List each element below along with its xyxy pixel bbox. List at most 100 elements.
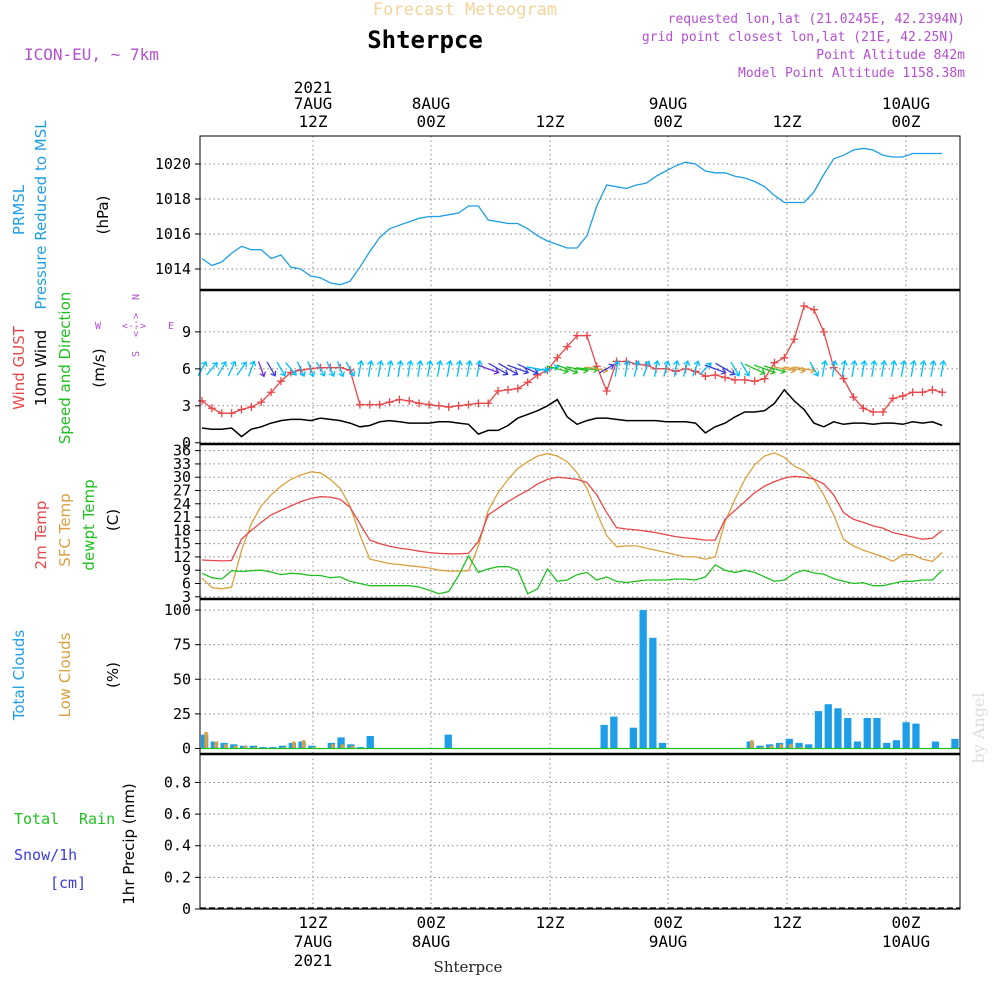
- wind-arrow-head: [426, 359, 434, 366]
- wind-arrow-shaft: [783, 366, 806, 372]
- low-cloud-bar: [214, 741, 218, 749]
- wind-arrow: [488, 362, 509, 376]
- wind-arrow: [821, 359, 829, 377]
- gust-marker: [760, 374, 769, 383]
- wind-arrow-shaft: [831, 360, 836, 377]
- wind-arrow: [248, 360, 257, 377]
- wind-arrow-head: [367, 359, 375, 366]
- wind-arrow-shaft: [890, 360, 895, 377]
- wind-arrow: [633, 360, 641, 377]
- wind-arrow: [692, 360, 701, 377]
- wind-arrow-head: [416, 359, 424, 366]
- wind-arrow-head: [608, 363, 615, 370]
- wind-arrow: [416, 359, 424, 377]
- top-date-label: 7AUG: [294, 94, 333, 113]
- wind-arrow-head: [830, 359, 838, 366]
- y-tick-label: 1014: [155, 260, 191, 278]
- gust-marker: [474, 399, 483, 408]
- wind-arrow-shaft: [477, 364, 499, 374]
- low-cloud-bar: [769, 745, 773, 749]
- wind-arrow: [386, 359, 394, 377]
- wind-arrow-shaft: [307, 361, 314, 377]
- y-tick-label: 0.8: [164, 773, 191, 791]
- gust-marker: [375, 400, 384, 409]
- wind-arrow: [396, 359, 404, 377]
- wind-arrow: [326, 361, 336, 378]
- wind-arrow-head: [299, 371, 306, 378]
- bottom-hour-label: 12Z: [536, 913, 565, 932]
- bottom-time-axis: 12Z 7AUG 2021 00Z 8AUG 12Z 00Z 9AUG 12Z …: [294, 913, 930, 970]
- compass-s: S: [131, 351, 142, 357]
- wind-arrow: [296, 361, 306, 378]
- wind-arrow-head: [357, 359, 365, 366]
- low-cloud-bar: [243, 745, 247, 749]
- wind-arrow-head: [406, 359, 414, 366]
- wind-arrow-head: [743, 370, 751, 377]
- wind-arrow: [285, 362, 297, 376]
- wind-arrow-shaft: [498, 362, 518, 375]
- gust-marker: [276, 377, 285, 386]
- wind-arrow: [236, 361, 247, 376]
- wind-gust-label: Wind GUST: [10, 325, 28, 410]
- y-tick-label: 1020: [155, 155, 191, 173]
- total-cloud-bar: [883, 742, 891, 749]
- wind-arrow-head: [201, 360, 208, 367]
- y-tick-label: 36: [173, 442, 191, 460]
- info-line-2: grid point closest lon,lat (21E, 42.25N): [642, 30, 955, 45]
- total-cloud-bar: [951, 738, 959, 749]
- total-cloud-bar: [610, 716, 618, 749]
- wind-unit: (m/s): [90, 348, 108, 387]
- pressure-labels: PRMSL Pressure Reduced to MSL (hPa): [10, 120, 112, 310]
- temp-unit: (C): [104, 509, 122, 531]
- wind-arrow-head: [693, 360, 701, 367]
- total-label: Total: [14, 810, 59, 828]
- wind-arrow-head: [821, 359, 829, 366]
- wind-arrow-shaft: [285, 362, 297, 376]
- wind-arrow-head: [328, 371, 336, 378]
- sfc-temp-line: [201, 452, 943, 590]
- gust-marker: [395, 395, 404, 404]
- wind-arrow-shaft: [476, 360, 481, 377]
- precip-labels: Total Rain Snow/1h [cm] 1hr Precip (mm): [14, 783, 138, 904]
- gust-marker: [257, 398, 266, 407]
- wind-arrow-head: [572, 368, 579, 375]
- total-cloud-bar: [873, 718, 881, 749]
- wind-arrow: [840, 359, 848, 377]
- wind-arrow: [682, 360, 691, 377]
- wind-arrow-shaft: [871, 360, 876, 377]
- grid-layer: 1014101610181020036936912151821242730333…: [155, 136, 960, 918]
- wind-arrow-head: [673, 359, 680, 366]
- gust-marker: [819, 327, 828, 336]
- wind-arrow: [623, 359, 631, 377]
- gust-marker: [908, 388, 917, 397]
- dewpt-line: [201, 554, 943, 595]
- wind-arrow: [436, 359, 444, 377]
- wind-arrow: [206, 361, 218, 376]
- wind-arrow: [642, 360, 651, 377]
- wind-arrow-shaft: [633, 360, 639, 377]
- low-cloud-bar: [311, 747, 315, 749]
- total-cloud-bar: [805, 744, 813, 749]
- gust-marker: [582, 331, 591, 340]
- wind-arrow-head: [734, 370, 741, 377]
- top-date-label: 9AUG: [649, 94, 688, 113]
- wind-arrow-shaft: [763, 365, 786, 373]
- wind-arrow: [197, 360, 208, 377]
- low-cloud-bar: [233, 745, 237, 749]
- bottom-date-label: 9AUG: [649, 932, 688, 951]
- gust-marker: [434, 401, 443, 410]
- low-cloud-bar: [331, 744, 335, 749]
- wind-arrow-head: [909, 359, 917, 366]
- wind-arrow: [730, 361, 741, 377]
- wind-arrow-head: [840, 359, 848, 366]
- wind-arrow-head: [769, 368, 776, 375]
- wind-arrow-shaft: [715, 362, 735, 375]
- bottom-year-label: 2021: [294, 951, 333, 970]
- wind-arrow-head: [939, 359, 947, 366]
- wind-arrow-shaft: [773, 366, 796, 372]
- wind-arrow: [498, 362, 519, 376]
- bottom-date-label: 7AUG: [294, 932, 333, 951]
- credit-label: by Angel: [969, 692, 988, 763]
- rain-label: Rain: [79, 810, 115, 828]
